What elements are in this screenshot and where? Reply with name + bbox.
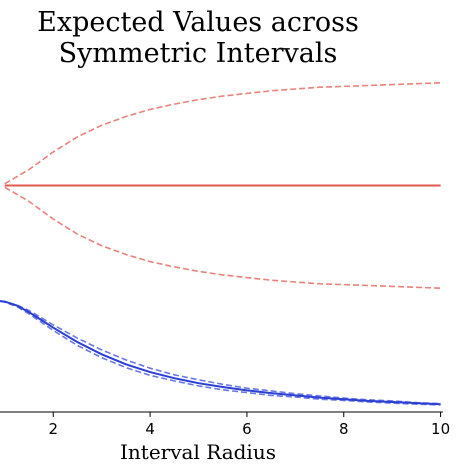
x-tick-label: 10 — [431, 420, 450, 438]
chart-title-line-2: Symmetric Intervals — [59, 38, 338, 69]
x-tick-label: 8 — [339, 420, 349, 438]
x-axis: 2 4 6 8 10 — [0, 411, 450, 438]
x-tick-label: 6 — [242, 420, 252, 438]
chart-title-line-1: Expected Values across — [37, 7, 359, 38]
upper-panel — [4, 82, 441, 289]
panel-1-series-3-line — [4, 186, 441, 289]
panel-2-series-3-line — [0, 300, 441, 406]
x-axis-label: Interval Radius — [120, 440, 276, 464]
x-tick-label: 4 — [145, 420, 155, 438]
panel-1-series-2-line — [4, 82, 441, 185]
panel-2-series-2-line — [0, 300, 441, 405]
panel-2-series-1-line — [0, 300, 441, 406]
x-tick-label: 2 — [48, 420, 58, 438]
lower-panel — [0, 300, 441, 406]
